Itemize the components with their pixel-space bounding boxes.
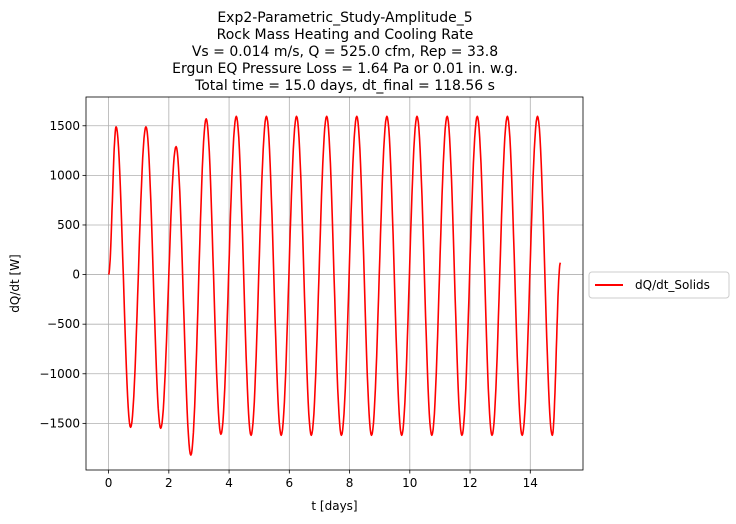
x-axis-label: t [days]	[311, 499, 357, 513]
x-tick-label: 4	[225, 476, 233, 490]
y-tick-label: 0	[72, 268, 80, 282]
plot-frame	[85, 96, 584, 471]
x-tick-label: 14	[523, 476, 538, 490]
y-axis-label: dQ/dt [W]	[8, 254, 22, 312]
y-tick-label: −1000	[39, 367, 80, 381]
title-line-4: Ergun EQ Pressure Loss = 1.64 Pa or 0.01…	[172, 61, 518, 77]
series-line	[107, 115, 562, 456]
title-line-2: Rock Mass Heating and Cooling Rate	[217, 27, 474, 43]
y-tick-label: −1500	[39, 416, 80, 430]
chart-title: Exp2-Parametric_Study-Amplitude_5 Rock M…	[172, 10, 518, 94]
legend-box	[588, 271, 730, 299]
x-tick-label: 0	[105, 476, 113, 490]
legend: dQ/dt_Solids	[588, 271, 730, 299]
x-tick-label: 6	[285, 476, 293, 490]
x-tick-label: 8	[346, 476, 354, 490]
y-tick-label: 1000	[49, 168, 80, 182]
x-tick-label: 10	[402, 476, 417, 490]
title-line-1: Exp2-Parametric_Study-Amplitude_5	[217, 10, 472, 26]
x-tick-label: 2	[165, 476, 173, 490]
x-tick-label: 12	[462, 476, 477, 490]
legend-label: dQ/dt_Solids	[635, 278, 710, 292]
y-ticks: −1500 −1000 −500 0 500 1000 1500	[39, 119, 86, 430]
title-line-3: Vs = 0.014 m/s, Q = 525.0 cfm, Rep = 33.…	[192, 44, 498, 60]
y-tick-label: 500	[57, 218, 80, 232]
y-tick-label: 1500	[49, 119, 80, 133]
y-tick-label: −500	[47, 317, 80, 331]
series-layer	[107, 115, 562, 456]
x-ticks: 0 2 4 6 8 10 12 14	[105, 470, 538, 490]
title-line-5: Total time = 15.0 days, dt_final = 118.5…	[194, 78, 495, 94]
